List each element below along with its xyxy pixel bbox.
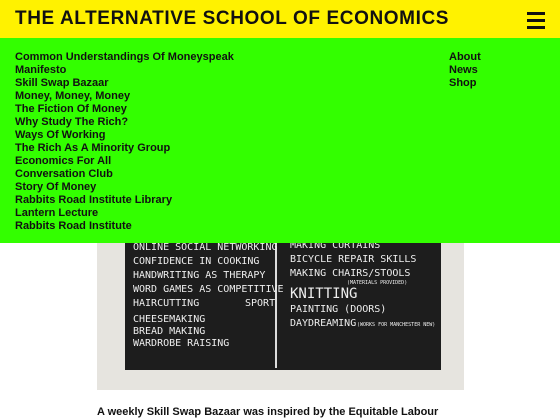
chalk-text: CHEESEMAKING [133,314,206,325]
menu-link[interactable]: Manifesto [15,64,67,76]
chalk-note: (MATERIALS PROVIDED) [347,280,408,286]
photo: ONLINE SOCIAL NETWORKING CONFIDENCE IN CO… [97,230,464,390]
caption: A weekly Skill Swap Bazaar was inspired … [97,406,439,418]
menu-link[interactable]: Rabbits Road Institute Library [15,194,173,206]
chalk-text: BICYCLE REPAIR SKILLS [290,254,417,265]
chalk-text: BREAD MAKING [133,326,206,337]
menu-link[interactable]: Money, Money, Money [15,90,131,102]
chalk-line [275,240,277,368]
menu-link[interactable]: Lantern Lecture [15,207,99,219]
menu-link[interactable]: Story Of Money [15,181,97,193]
menu-link[interactable]: Skill Swap Bazaar [15,77,109,89]
menu-link[interactable]: The Rich As A Minority Group [15,142,171,154]
menu-link[interactable]: The Fiction Of Money [15,103,127,115]
blackboard: ONLINE SOCIAL NETWORKING CONFIDENCE IN CO… [125,230,441,370]
chalk-text: KNITTING [290,286,358,302]
menu-button[interactable] [527,12,545,33]
chalk-text: WORD GAMES AS COMPETITIVE [133,284,284,295]
menu-overlay: Common Understandings Of Moneyspeak Manif… [0,38,560,243]
menu-link[interactable]: Conversation Club [15,168,113,180]
chalk-text: MAKING CHAIRS/STOOLS [290,268,411,279]
menu-link[interactable]: Rabbits Road Institute [15,220,132,232]
chalk-text: PAINTING (DOORS) [290,304,387,315]
menu-link[interactable]: Common Understandings Of Moneyspeak [15,51,234,63]
header: THE ALTERNATIVE SCHOOL OF ECONOMICS [0,0,560,38]
site-title[interactable]: THE ALTERNATIVE SCHOOL OF ECONOMICS [15,8,450,29]
chalk-text: SPORT [245,298,276,309]
chalk-text: ONLINE SOCIAL NETWORKING [133,242,278,253]
chalk-text: DAYDREAMING [290,318,357,329]
menu-link[interactable]: Economics For All [15,155,112,167]
menu-link[interactable]: About [449,51,481,63]
chalk-text: MAKING CURTAINS [290,240,381,251]
chalk-text: WARDROBE RAISING [133,338,230,349]
chalk-text: CONFIDENCE IN COOKING [133,256,260,267]
chalk-note: (WORKS FOR MANCHESTER NEW) [357,322,436,328]
menu-link[interactable]: Shop [449,77,477,89]
menu-link[interactable]: Why Study The Rich? [15,116,129,128]
chalk-text: HAIRCUTTING [133,298,200,309]
chalk-text: HANDWRITING AS THERAPY [133,270,266,281]
menu-link[interactable]: News [449,64,478,76]
menu-link[interactable]: Ways Of Working [15,129,106,141]
